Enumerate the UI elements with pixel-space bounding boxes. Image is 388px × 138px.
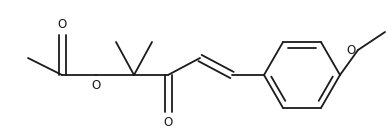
Text: O: O — [57, 18, 67, 31]
Text: O: O — [92, 79, 100, 92]
Text: O: O — [347, 43, 356, 56]
Text: O: O — [163, 116, 173, 129]
